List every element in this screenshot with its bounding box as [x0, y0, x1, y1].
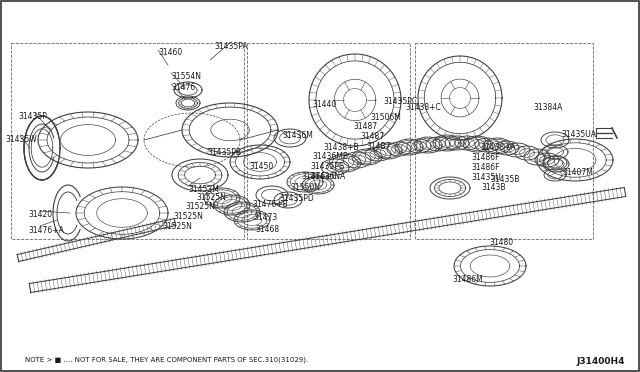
Bar [247, 43, 410, 239]
Text: 31435P: 31435P [18, 112, 47, 121]
Text: 31435W: 31435W [5, 135, 36, 144]
Text: 31435PD: 31435PD [279, 194, 314, 203]
Text: 31476+A: 31476+A [28, 226, 64, 235]
Text: 31440: 31440 [312, 100, 336, 109]
Text: 31450: 31450 [249, 162, 273, 171]
Text: 31480: 31480 [489, 238, 513, 247]
Bar [415, 43, 593, 239]
Text: 31550N: 31550N [290, 183, 320, 192]
Text: 31525N: 31525N [196, 193, 226, 202]
Text: 31487: 31487 [353, 122, 377, 131]
Text: 31525N: 31525N [173, 212, 203, 221]
Text: 31473: 31473 [253, 213, 277, 222]
Text: 31486F: 31486F [471, 163, 499, 172]
Text: 31476+C: 31476+C [301, 172, 337, 181]
Text: 31435PE: 31435PE [310, 162, 344, 171]
Text: 31436NA: 31436NA [310, 172, 345, 181]
Text: J31400H4: J31400H4 [577, 357, 625, 366]
Text: 31435PC: 31435PC [383, 97, 417, 106]
Text: 31525N: 31525N [185, 202, 215, 211]
Text: 31438+B: 31438+B [323, 143, 358, 152]
Bar [11, 43, 244, 239]
Text: 31407M: 31407M [562, 168, 593, 177]
Text: 31384A: 31384A [533, 103, 563, 112]
Text: 31438+A: 31438+A [480, 143, 516, 152]
Text: 31453M: 31453M [188, 185, 219, 194]
Text: 31554N: 31554N [171, 72, 201, 81]
Text: 31435B: 31435B [490, 175, 520, 184]
Text: 3143B: 3143B [481, 183, 506, 192]
Text: 31468: 31468 [255, 225, 279, 234]
Text: NOTE > ■ .... NOT FOR SALE, THEY ARE COMPONENT PARTS OF SEC.310(31029).: NOTE > ■ .... NOT FOR SALE, THEY ARE COM… [25, 357, 308, 363]
Text: 31436M: 31436M [282, 131, 313, 140]
Text: 31506M: 31506M [370, 113, 401, 122]
Text: 314B7: 314B7 [366, 142, 390, 151]
Text: 31435PA: 31435PA [214, 42, 248, 51]
Text: 31486F: 31486F [471, 153, 499, 162]
Text: 31476: 31476 [171, 83, 195, 92]
Text: 31487: 31487 [360, 132, 384, 141]
Text: 31460: 31460 [158, 48, 182, 57]
Text: 31525N: 31525N [162, 222, 192, 231]
Text: 31435PB: 31435PB [207, 148, 241, 157]
Text: 31486M: 31486M [452, 275, 483, 284]
Text: 31438+C: 31438+C [405, 103, 441, 112]
Text: 31476+B: 31476+B [252, 200, 288, 209]
Text: 31420: 31420 [28, 210, 52, 219]
Text: 31436MB: 31436MB [312, 152, 348, 161]
Text: 31435UA: 31435UA [561, 130, 596, 139]
Text: 31435U: 31435U [471, 173, 500, 182]
